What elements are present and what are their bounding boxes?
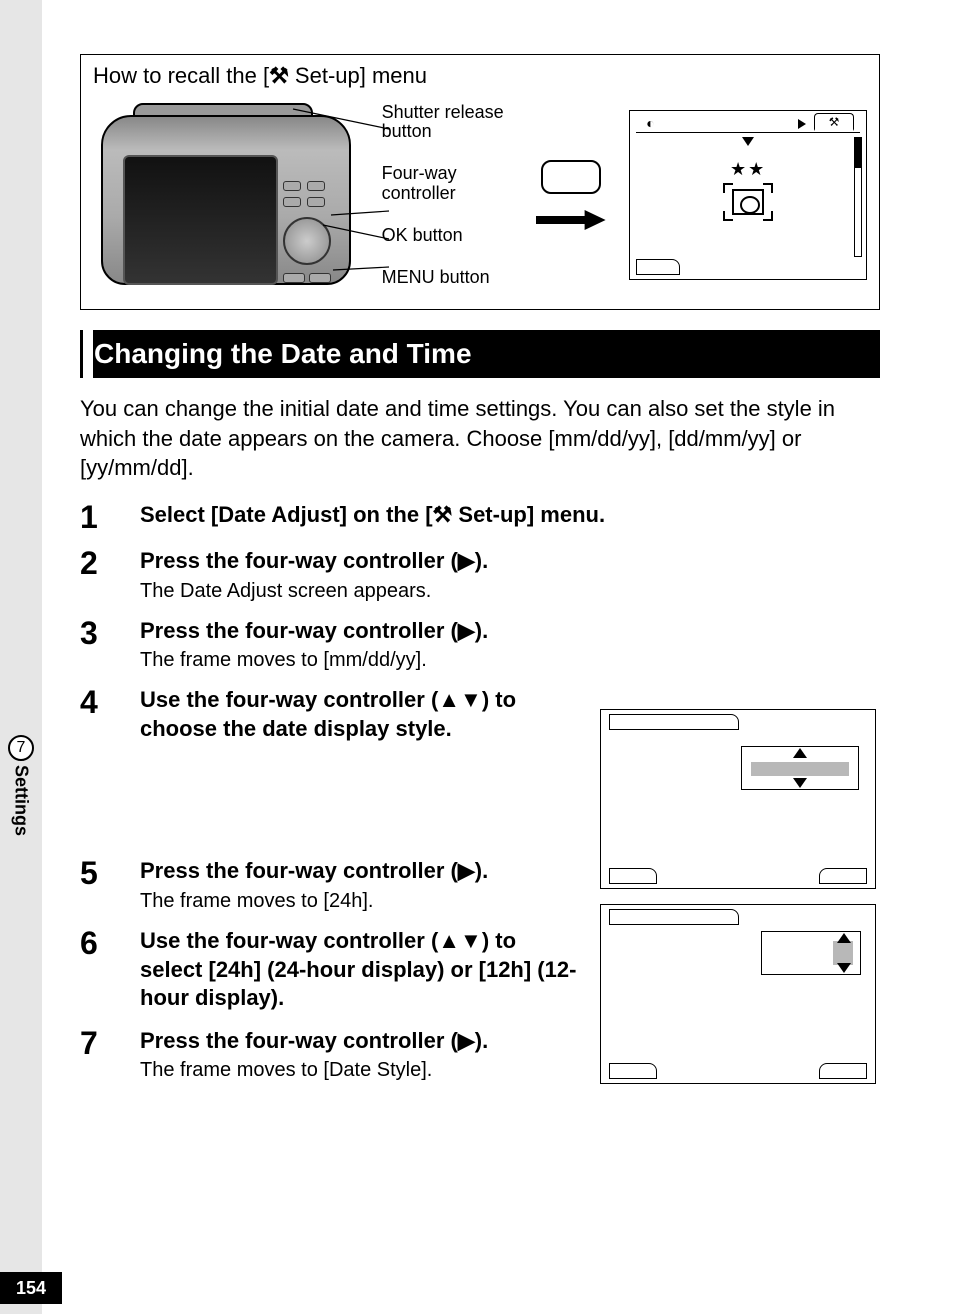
camera-diagram — [93, 95, 364, 295]
step-title: Use the four-way controller (▲▼) to choo… — [140, 686, 580, 743]
step-title: Use the four-way controller (▲▼) to sele… — [140, 927, 580, 1013]
step-desc: The Date Adjust screen appears. — [140, 580, 880, 603]
step-number: 4 — [80, 686, 116, 743]
quality-stars: ★★ — [730, 159, 766, 180]
selection-highlight — [833, 941, 853, 965]
step-3: 3 Press the four-way controller (▶). The… — [80, 617, 880, 673]
camera-labels: Shutter release button Four-way controll… — [382, 103, 512, 288]
section-heading: Changing the Date and Time — [80, 330, 880, 378]
label-fourway: Four-way controller — [382, 164, 512, 204]
side-section-tab: 7 Settings — [0, 735, 42, 836]
step-number: 6 — [80, 927, 116, 1013]
menu-screen-diagram: ◐ ⚒ ★★ — [629, 110, 867, 280]
arrow-right-icon — [536, 210, 606, 230]
menu-button-icon — [541, 160, 601, 194]
tri-up-icon — [793, 748, 807, 758]
step-title: Press the four-way controller (▶). — [140, 547, 880, 576]
bottom-tab — [636, 259, 680, 275]
step-number: 1 — [80, 501, 116, 533]
selection-highlight — [751, 762, 849, 776]
step-1: 1 Select [Date Adjust] on the [⚒ Set-up]… — [80, 501, 880, 533]
step-number: 3 — [80, 617, 116, 673]
step-number: 7 — [80, 1027, 116, 1083]
step-number: 2 — [80, 547, 116, 603]
steps-list: 1 Select [Date Adjust] on the [⚒ Set-up]… — [80, 501, 880, 1082]
scrollbar — [854, 137, 862, 257]
setup-tab-icon: ⚒ — [814, 113, 854, 131]
side-section-number: 7 — [8, 735, 34, 761]
camera-icon: ◐ — [646, 115, 654, 131]
step-title: Press the four-way controller (▶). — [140, 857, 580, 886]
page-number: 154 — [0, 1272, 62, 1304]
tri-down-icon — [837, 963, 851, 973]
step-2: 2 Press the four-way controller (▶). The… — [80, 547, 880, 603]
bottom-tab-right — [819, 1063, 867, 1079]
step-title: Press the four-way controller (▶). — [140, 617, 880, 646]
lcd-title-tab — [609, 909, 739, 925]
tri-down-icon — [742, 137, 754, 146]
focus-target-icon — [732, 189, 764, 215]
left-gutter — [0, 0, 42, 1314]
label-shutter: Shutter release button — [382, 103, 512, 143]
lcd-title-tab — [609, 714, 739, 730]
label-menu: MENU button — [382, 268, 512, 288]
bottom-tab-right — [819, 868, 867, 884]
recall-title-pre: How to recall the [ — [93, 63, 269, 88]
arrow-block — [530, 160, 611, 230]
step-number: 5 — [80, 857, 116, 913]
intro-paragraph: You can change the initial date and time… — [80, 394, 880, 483]
bottom-tab-left — [609, 1063, 657, 1079]
step-desc: The frame moves to [mm/dd/yy]. — [140, 649, 880, 672]
label-ok: OK button — [382, 226, 512, 246]
recall-title: How to recall the [⚒ Set-up] menu — [93, 63, 867, 89]
recall-box: How to recall the [⚒ Set-up] menu — [80, 54, 880, 310]
step-title: Select [Date Adjust] on the [⚒ Set-up] m… — [140, 501, 880, 530]
tri-up-icon — [837, 933, 851, 943]
recall-title-post: Set-up] menu — [289, 63, 427, 88]
tri-right-icon — [798, 119, 806, 129]
page-content: How to recall the [⚒ Set-up] menu — [80, 54, 880, 1096]
lcd-illustration-1 — [600, 709, 880, 899]
tools-icon: ⚒ — [433, 501, 453, 530]
side-section-label: Settings — [11, 765, 32, 836]
bottom-tab-left — [609, 868, 657, 884]
lcd-illustration-2 — [600, 904, 880, 1094]
tools-icon: ⚒ — [269, 63, 289, 89]
tri-down-icon — [793, 778, 807, 788]
step-desc: The frame moves to [24h]. — [140, 890, 580, 913]
